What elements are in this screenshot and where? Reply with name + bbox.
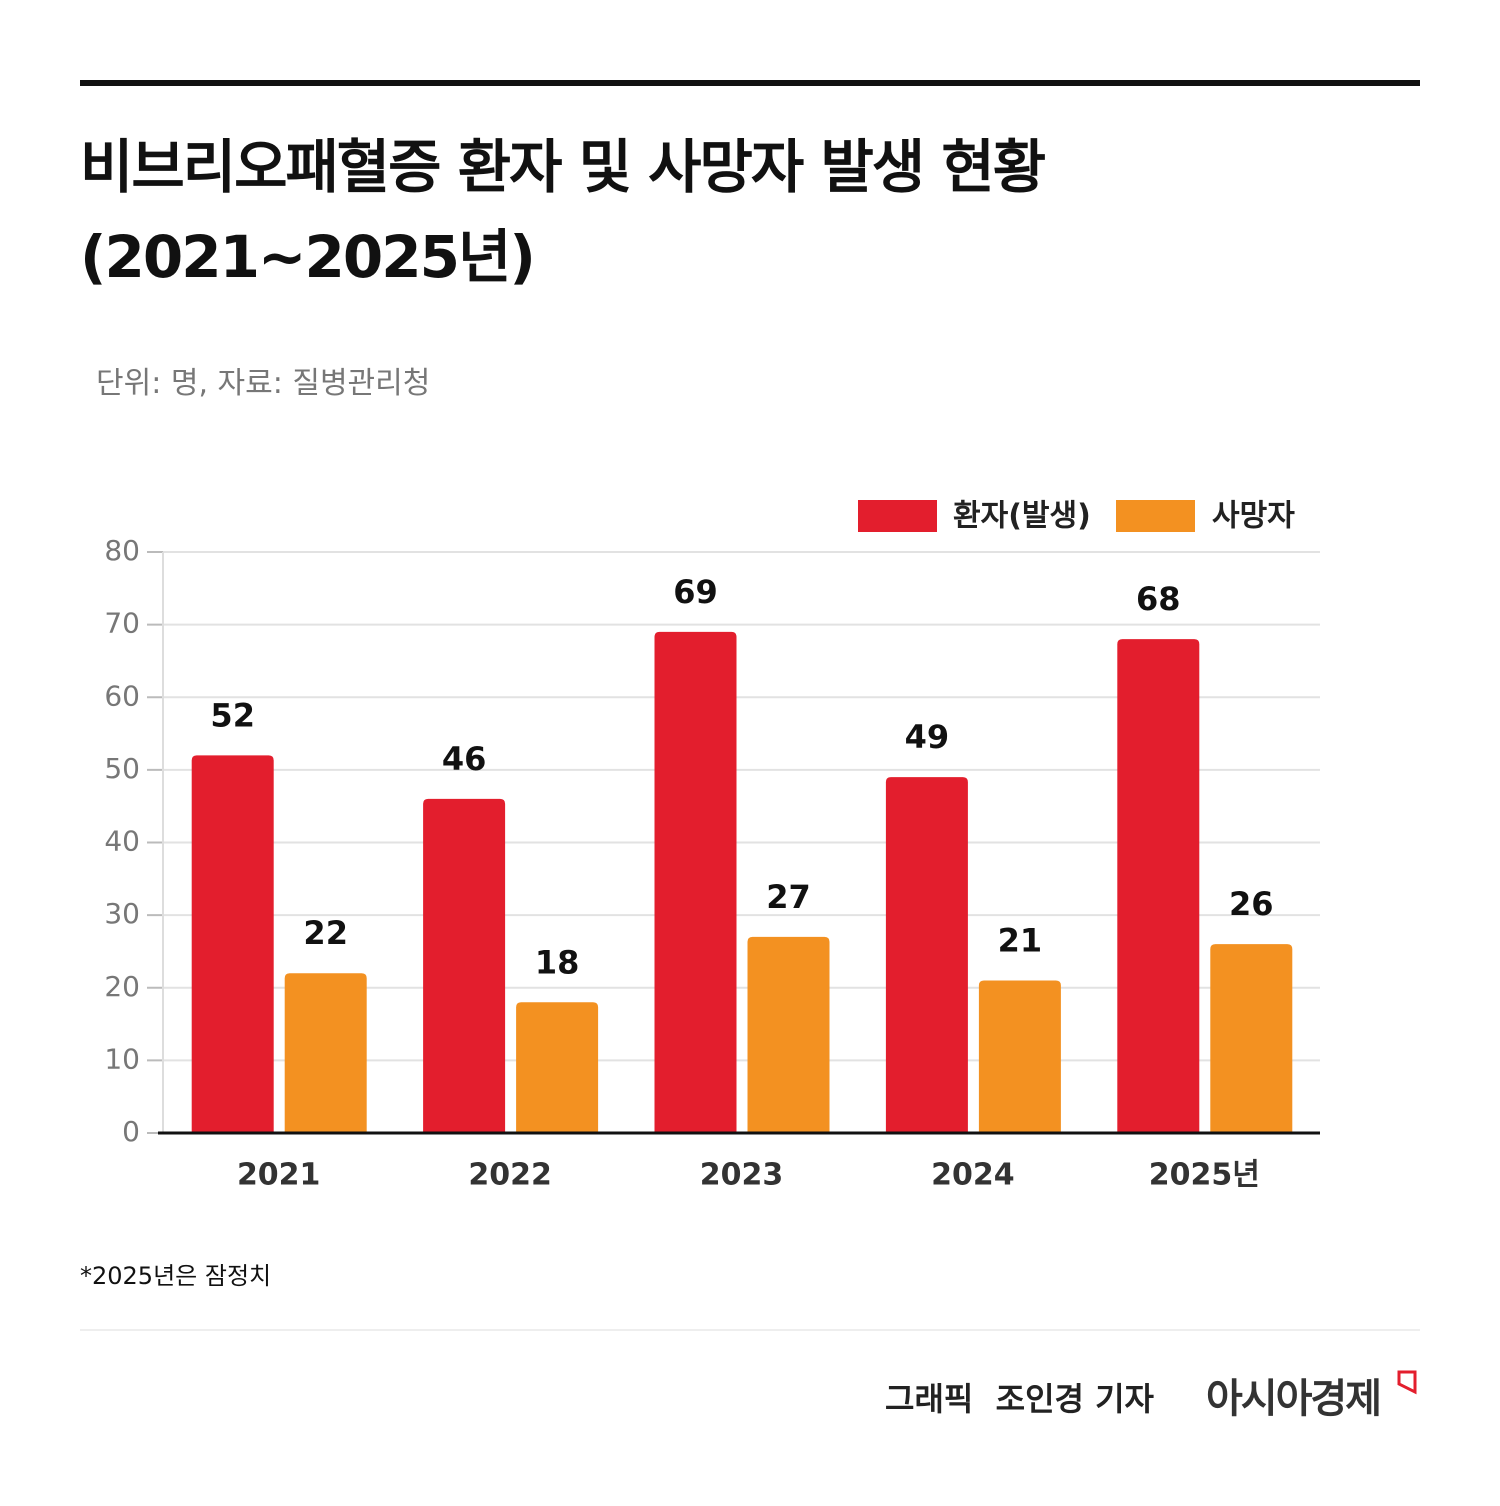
y-tick-label: 70 (104, 607, 140, 640)
x-tick-label: 2023 (700, 1158, 784, 1193)
value-label: 52 (210, 696, 255, 734)
brand: 아시아경제 (1206, 1376, 1382, 1422)
legend-swatch (858, 500, 937, 532)
chart-subtitle: 단위: 명, 자료: 질병관리청 (96, 366, 431, 401)
x-tick-label: 2021 (237, 1158, 321, 1193)
y-tick-label: 80 (104, 534, 140, 567)
bar (284, 973, 367, 1133)
bar (747, 936, 830, 1133)
bar (885, 777, 968, 1133)
value-label: 68 (1136, 580, 1181, 618)
y-tick-label: 60 (104, 679, 140, 712)
legend-label: 사망자 (1212, 499, 1295, 534)
bar (191, 755, 274, 1133)
y-tick-label: 0 (122, 1115, 140, 1148)
legend-label: 환자(발생) (953, 499, 1091, 534)
y-tick-label: 20 (104, 970, 140, 1003)
bar (423, 798, 506, 1133)
y-tick-label: 50 (104, 752, 140, 785)
y-tick-label: 30 (104, 897, 140, 930)
value-label: 18 (535, 943, 580, 981)
x-tick-label: 2022 (468, 1158, 552, 1193)
bar (978, 980, 1061, 1133)
value-label: 27 (766, 878, 811, 916)
top-rule (80, 80, 1420, 86)
x-tick-label: 2024 (931, 1158, 1015, 1193)
y-tick-label: 10 (104, 1042, 140, 1075)
chart-title: 비브리오패혈증 환자 및 사망자 발생 현황 (2021~2025년) (80, 133, 1046, 291)
value-label: 26 (1229, 885, 1274, 923)
legend-swatch (1116, 500, 1195, 532)
y-tick-label: 40 (104, 825, 140, 858)
bar (1117, 639, 1200, 1133)
value-label: 22 (303, 914, 348, 952)
credit: 그래픽 조인경 기자 (885, 1380, 1154, 1418)
note: *2025년은 잠정치 (80, 1262, 272, 1290)
value-label: 21 (998, 921, 1043, 959)
bottom-rule (80, 1329, 1420, 1331)
brand-icon (1397, 1370, 1417, 1395)
bar (1210, 944, 1293, 1133)
x-tick-label: 2025년 (1149, 1158, 1260, 1193)
bar (654, 631, 737, 1133)
value-label: 49 (905, 718, 950, 756)
value-label: 46 (442, 740, 487, 778)
bar (516, 1002, 599, 1133)
value-label: 69 (673, 573, 718, 611)
